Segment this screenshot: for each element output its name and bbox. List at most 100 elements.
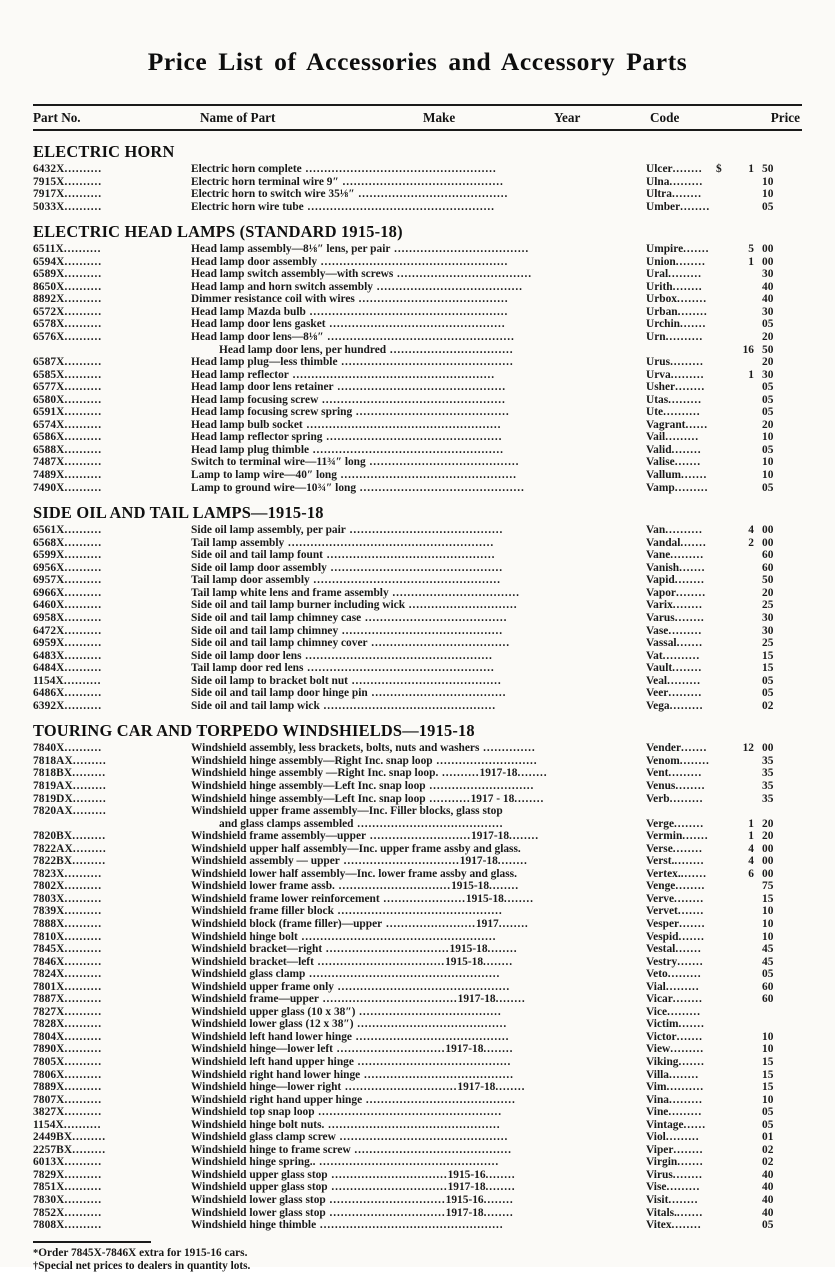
leader-dots: .......: [681, 742, 708, 755]
part-number-cell: 6484X..........: [33, 662, 183, 674]
code-value: Vertex.: [646, 867, 681, 880]
leader-dots: ..........: [64, 1081, 102, 1094]
part-number-cell: 6957X..........: [33, 574, 183, 586]
leader-dots: .......: [680, 867, 707, 880]
leader-dots: ........: [672, 599, 703, 612]
leader-dots: ..............................: [334, 880, 452, 893]
leader-dots: ..........: [64, 1043, 102, 1056]
part-number: 6957X: [33, 574, 65, 587]
leader-dots: ......................: [379, 892, 466, 905]
code-cell: Venge........: [646, 880, 746, 892]
code-cell: Varix........: [646, 599, 746, 611]
leader-dots: .......: [678, 930, 705, 943]
price-cell: 05: [710, 687, 802, 700]
part-number: 6432X: [33, 163, 65, 175]
code-cell: Vane.........: [646, 549, 746, 561]
leader-dots: ..........: [63, 674, 102, 687]
part-name-cell: Windshield upper glass (10 x 38″) ......…: [191, 1006, 621, 1018]
price-cell: 4 00: [710, 524, 802, 537]
leader-dots: ........................................: [354, 188, 509, 201]
price-cell: 10: [710, 1094, 802, 1107]
price-row: 6586X.......... Head lamp reflector sprin…: [33, 431, 802, 444]
part-name: Switch to terminal wire—11¾″ long: [191, 456, 366, 469]
code-value: Urus: [646, 356, 671, 369]
code-cell: Veer.........: [646, 687, 746, 699]
leader-dots: .........: [670, 368, 705, 381]
price-cell: 30: [710, 268, 802, 281]
header-rule-bottom: [33, 129, 802, 131]
part-number-cell: 6585X..........: [33, 369, 183, 381]
part-number-cell: 6472X..........: [33, 625, 183, 637]
price-cell: 45: [710, 956, 802, 969]
part-name-cell: Windshield frame—upper .................…: [191, 993, 621, 1005]
leader-dots: ..........: [64, 1156, 102, 1169]
column-header-part-no: Part No.: [33, 110, 81, 125]
part-name: Head lamp door lens gasket: [191, 318, 326, 331]
price-cents: 35: [762, 792, 774, 805]
leader-dots: .................................: [386, 343, 514, 356]
price-row: 6956X.......... Side oil lamp door assemb…: [33, 562, 802, 575]
price-cents: 15: [762, 1056, 774, 1068]
code-value: Vintage: [646, 1118, 684, 1131]
part-name-cell: Head lamp door lens retainer ...........…: [191, 381, 621, 393]
price-cell: [710, 1006, 802, 1019]
code-value: Ultra: [646, 188, 672, 201]
price-row: 6577X.......... Head lamp door lens retai…: [33, 381, 802, 394]
part-name-cell: Head lamp assembly—8⅛″ lens, per pair ..…: [191, 243, 621, 255]
part-number: 6486X: [33, 687, 65, 700]
leader-dots: ........................: [382, 917, 476, 930]
part-name-cell: Windshield glass clamp .................…: [191, 968, 621, 980]
leader-dots: ..........: [663, 406, 701, 419]
price-row: 1154X.......... Side oil lamp to bracket …: [33, 675, 802, 688]
leader-dots: ........: [489, 880, 520, 893]
price-cell: 2 00: [710, 537, 802, 550]
leader-dots: ..........: [64, 624, 102, 637]
price-cell: 10: [710, 431, 802, 444]
part-number: 7915X: [33, 175, 65, 188]
leader-dots: ..........: [64, 418, 102, 431]
part-name-cell: Side oil lamp assembly, per pair .......…: [191, 524, 621, 536]
code-value: Venge: [646, 880, 676, 893]
part-number: 7888X: [33, 917, 65, 930]
part-name-cell: Windshield hinge assembly—Left Inc. snap…: [191, 780, 621, 792]
leader-dots: ........................................…: [338, 624, 504, 637]
part-name: Tail lamp white lens and frame assembly: [191, 586, 389, 599]
column-header-code: Code: [650, 110, 680, 125]
code-cell: Vamp.........: [646, 482, 746, 494]
part-number-cell: 7839X..........: [33, 905, 183, 917]
part-number-cell: 7487X..........: [33, 456, 183, 468]
price-row: 7802X.......... Windshield lower frame as…: [33, 880, 802, 893]
leader-dots: .........: [72, 855, 106, 868]
code-value: Vicar: [646, 993, 673, 1006]
code-value: Vase: [646, 624, 669, 637]
price-cents: 00: [762, 842, 774, 855]
price-cell: 45: [710, 943, 802, 956]
leader-dots: ....................................: [318, 993, 458, 1006]
part-number: 6578X: [33, 318, 65, 331]
part-number-cell: 6013X..........: [33, 1156, 183, 1168]
price-cents: 05: [762, 318, 774, 331]
leader-dots: ...............................: [325, 1206, 446, 1219]
leader-dots: .........: [665, 980, 700, 993]
price-cents: 10: [762, 1043, 774, 1056]
code-cell: Verge........: [646, 818, 746, 830]
price-cell: 05: [710, 394, 802, 407]
price-cents: 10: [762, 1030, 774, 1043]
code-value: Victor: [646, 1030, 677, 1043]
leader-dots: .........: [667, 674, 701, 687]
leader-dots: ..........: [64, 1106, 102, 1119]
code-value: Union: [646, 255, 676, 268]
leader-dots: ..........: [64, 930, 102, 943]
price-cell: 35: [710, 767, 802, 780]
part-name-cell: Side oil and tail lamp fount ...........…: [191, 549, 621, 561]
part-number: 7801X: [33, 980, 65, 993]
part-number: 6511X: [33, 243, 64, 256]
leader-dots: .......: [676, 637, 703, 650]
leader-dots: ..........: [666, 1081, 704, 1094]
code-value: Urith: [646, 280, 673, 293]
part-number-cell: 7806X..........: [33, 1069, 183, 1081]
part-name-cell: Tail lamp assembly .....................…: [191, 537, 621, 549]
price-row: 2257BX......... Windshield hinge to frame…: [33, 1144, 802, 1157]
code-cell: Union........: [646, 256, 746, 268]
